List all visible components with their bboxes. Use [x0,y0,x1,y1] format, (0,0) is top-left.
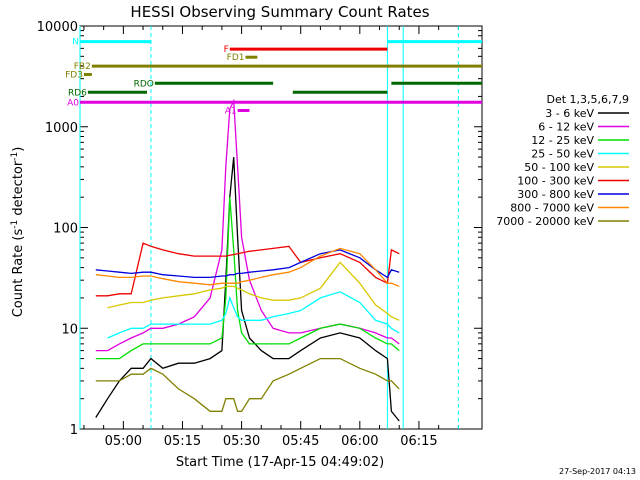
series-line [95,247,400,288]
y-axis-label-end: ) [11,147,26,152]
flag-label: FD3 [65,71,83,81]
flag-label: N [72,38,79,48]
flag-label: FD1 [227,53,245,63]
x-tick-label: 06:00 [341,434,378,449]
y-tick-label: 100 [53,222,78,237]
legend-label: 3 - 6 keV [545,107,594,120]
series-line [95,197,400,360]
legend-label: 12 - 25 keV [531,134,594,147]
y-tick-label: 10000 [37,20,78,35]
y-axis-label: Count Rate (s-1 detector-1) [10,147,26,318]
flag-label: RDO [134,79,154,89]
series-line [95,357,400,412]
legend-label: 25 - 50 keV [531,148,594,161]
series-line [95,242,400,297]
legend-label: 7000 - 20000 keV [496,215,594,228]
series-line [95,157,400,422]
x-tick-label: 05:45 [282,434,319,449]
x-tick-label: 05:00 [105,434,142,449]
y-tick-label: 1000 [45,121,78,136]
legend-title: Det 1,3,5,6,7,9 [546,93,629,106]
series-line [107,261,400,321]
y-axis-label-sup1: -1 [10,220,20,229]
series-line [107,291,400,339]
y-axis-label-sup2: -1 [10,152,20,161]
flag-label: RD6 [68,88,87,98]
y-tick-label: 1 [70,423,78,438]
y-axis-label-mid: detector [11,160,26,220]
timestamp: 27-Sep-2017 04:13 [559,467,636,476]
x-tick-label: 05:30 [223,434,260,449]
flag-label: F [224,45,229,55]
legend-label: 300 - 800 keV [517,188,594,201]
legend-label: 800 - 7000 keV [510,202,594,215]
legend-label: 100 - 300 keV [517,175,594,188]
x-axis-label: Start Time (17-Apr-15 04:49:02) [176,455,384,470]
chart-title: HESSI Observing Summary Count Rates [130,3,429,21]
flag-label: FB2 [74,62,91,72]
y-axis-label-main: Count Rate (s [11,229,26,318]
x-tick-label: 05:15 [164,434,201,449]
legend-label: 50 - 100 keV [524,161,594,174]
flag-label: A1 [225,106,237,116]
x-tick-label: 06:15 [400,434,437,449]
legend-label: 6 - 12 keV [538,121,594,134]
series-line [95,249,400,279]
series-line [95,98,400,352]
flag-label: A0 [67,98,79,108]
plot-area: 1 10 100 1000 10000 05:00 05:15 05:30 05:45 06:00… [37,20,483,449]
y-tick-label: 10 [61,322,78,337]
